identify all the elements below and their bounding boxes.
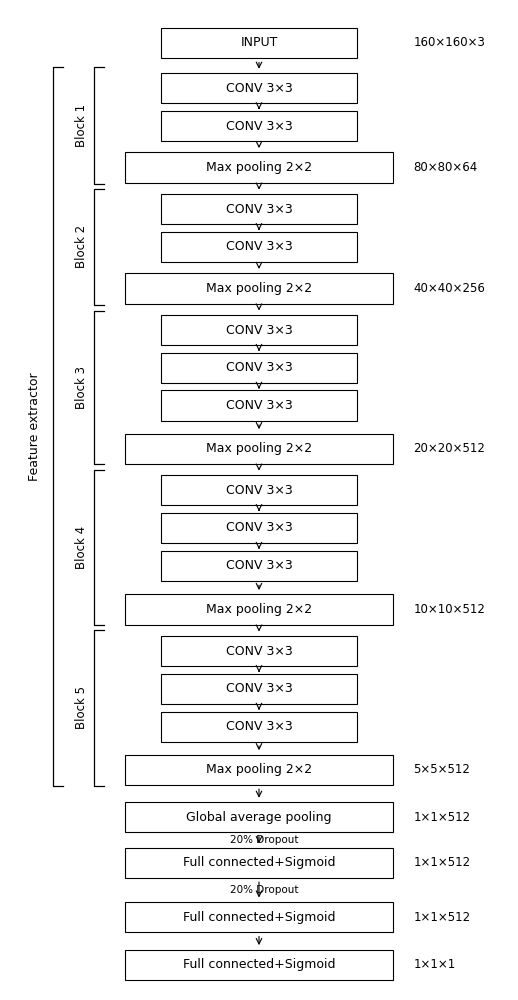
Text: CONV 3×3: CONV 3×3 (226, 682, 292, 695)
Text: 20×20×512: 20×20×512 (413, 442, 485, 455)
Text: CONV 3×3: CONV 3×3 (226, 720, 292, 733)
Text: INPUT: INPUT (240, 36, 278, 49)
FancyBboxPatch shape (161, 513, 357, 543)
Text: Block 5: Block 5 (75, 686, 88, 729)
Text: 1×1×512: 1×1×512 (413, 856, 471, 869)
Text: Block 4: Block 4 (75, 526, 88, 569)
Text: Full connected+Sigmoid: Full connected+Sigmoid (183, 958, 335, 971)
FancyBboxPatch shape (161, 674, 357, 704)
FancyBboxPatch shape (161, 232, 357, 262)
FancyBboxPatch shape (161, 73, 357, 103)
Text: 20% Dropout: 20% Dropout (230, 885, 298, 895)
Text: Full connected+Sigmoid: Full connected+Sigmoid (183, 911, 335, 924)
FancyBboxPatch shape (161, 111, 357, 141)
Text: Max pooling 2×2: Max pooling 2×2 (206, 442, 312, 455)
Text: CONV 3×3: CONV 3×3 (226, 203, 292, 216)
Text: Max pooling 2×2: Max pooling 2×2 (206, 763, 312, 776)
FancyBboxPatch shape (125, 802, 393, 832)
FancyBboxPatch shape (125, 273, 393, 304)
Text: CONV 3×3: CONV 3×3 (226, 324, 292, 337)
Text: 1×1×512: 1×1×512 (413, 811, 471, 824)
FancyBboxPatch shape (125, 902, 393, 932)
FancyBboxPatch shape (161, 636, 357, 666)
FancyBboxPatch shape (125, 594, 393, 625)
FancyBboxPatch shape (125, 950, 393, 980)
Text: CONV 3×3: CONV 3×3 (226, 361, 292, 374)
FancyBboxPatch shape (125, 152, 393, 183)
Text: Feature extractor: Feature extractor (28, 372, 41, 481)
FancyBboxPatch shape (125, 848, 393, 878)
Text: Block 3: Block 3 (75, 366, 88, 409)
Text: 40×40×256: 40×40×256 (413, 282, 485, 295)
FancyBboxPatch shape (161, 475, 357, 505)
FancyBboxPatch shape (125, 434, 393, 464)
FancyBboxPatch shape (161, 712, 357, 742)
FancyBboxPatch shape (161, 390, 357, 421)
Text: CONV 3×3: CONV 3×3 (226, 82, 292, 95)
FancyBboxPatch shape (161, 194, 357, 224)
Text: CONV 3×3: CONV 3×3 (226, 399, 292, 412)
Text: Max pooling 2×2: Max pooling 2×2 (206, 161, 312, 174)
FancyBboxPatch shape (161, 353, 357, 383)
Text: CONV 3×3: CONV 3×3 (226, 559, 292, 572)
FancyBboxPatch shape (161, 28, 357, 58)
Text: 20% Dropout: 20% Dropout (230, 835, 298, 845)
Text: CONV 3×3: CONV 3×3 (226, 120, 292, 133)
Text: 1×1×512: 1×1×512 (413, 911, 471, 924)
Text: CONV 3×3: CONV 3×3 (226, 484, 292, 497)
Text: CONV 3×3: CONV 3×3 (226, 240, 292, 253)
Text: Max pooling 2×2: Max pooling 2×2 (206, 603, 312, 616)
Text: Block 1: Block 1 (75, 104, 88, 147)
Text: Global average pooling: Global average pooling (186, 811, 332, 824)
FancyBboxPatch shape (161, 551, 357, 581)
Text: CONV 3×3: CONV 3×3 (226, 521, 292, 534)
Text: CONV 3×3: CONV 3×3 (226, 645, 292, 658)
Text: 1×1×1: 1×1×1 (413, 958, 456, 971)
Text: 10×10×512: 10×10×512 (413, 603, 485, 616)
Text: 5×5×512: 5×5×512 (413, 763, 470, 776)
Text: Full connected+Sigmoid: Full connected+Sigmoid (183, 856, 335, 869)
Text: 160×160×3: 160×160×3 (413, 36, 485, 49)
FancyBboxPatch shape (125, 755, 393, 785)
FancyBboxPatch shape (161, 315, 357, 345)
Text: 80×80×64: 80×80×64 (413, 161, 478, 174)
Text: Max pooling 2×2: Max pooling 2×2 (206, 282, 312, 295)
Text: Block 2: Block 2 (75, 225, 88, 268)
